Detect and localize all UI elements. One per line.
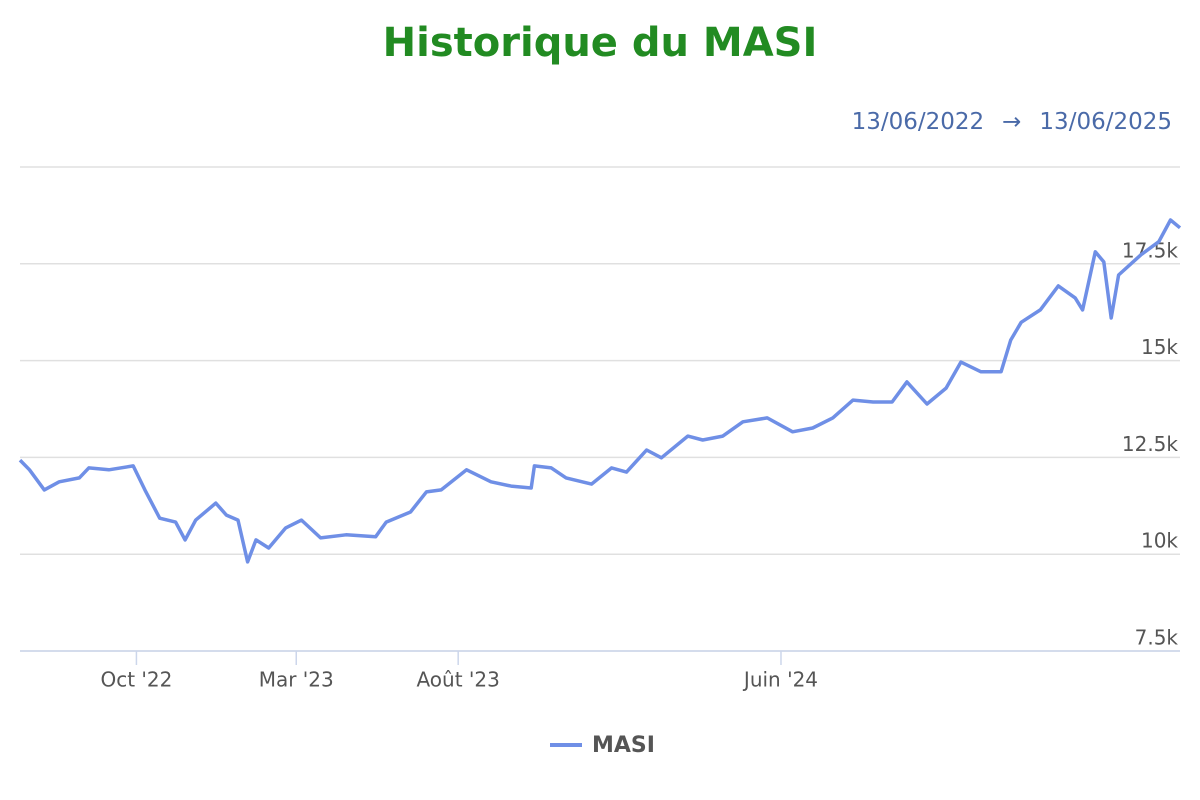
y-tick-label: 17.5k: [1122, 238, 1179, 262]
date-range: 13/06/2022 → 13/06/2025: [852, 109, 1172, 135]
series-line: [18, 218, 1182, 564]
x-tick-label: Juin '24: [742, 668, 818, 692]
range-separator: →: [1002, 109, 1021, 135]
range-from: 13/06/2022: [852, 109, 985, 135]
range-to: 13/06/2025: [1039, 109, 1172, 135]
y-tick-label: 10k: [1141, 529, 1178, 553]
x-tick-label: Oct '22: [100, 668, 172, 692]
y-tick-label: 12.5k: [1122, 432, 1179, 456]
x-tick-label: Mar '23: [259, 668, 334, 692]
y-tick-label: 15k: [1141, 335, 1178, 359]
legend-label: MASI: [592, 733, 655, 758]
y-tick-label: 7.5k: [1135, 626, 1179, 650]
x-tick-label: Août '23: [416, 668, 499, 692]
chart-title: Historique du MASI: [383, 20, 818, 66]
